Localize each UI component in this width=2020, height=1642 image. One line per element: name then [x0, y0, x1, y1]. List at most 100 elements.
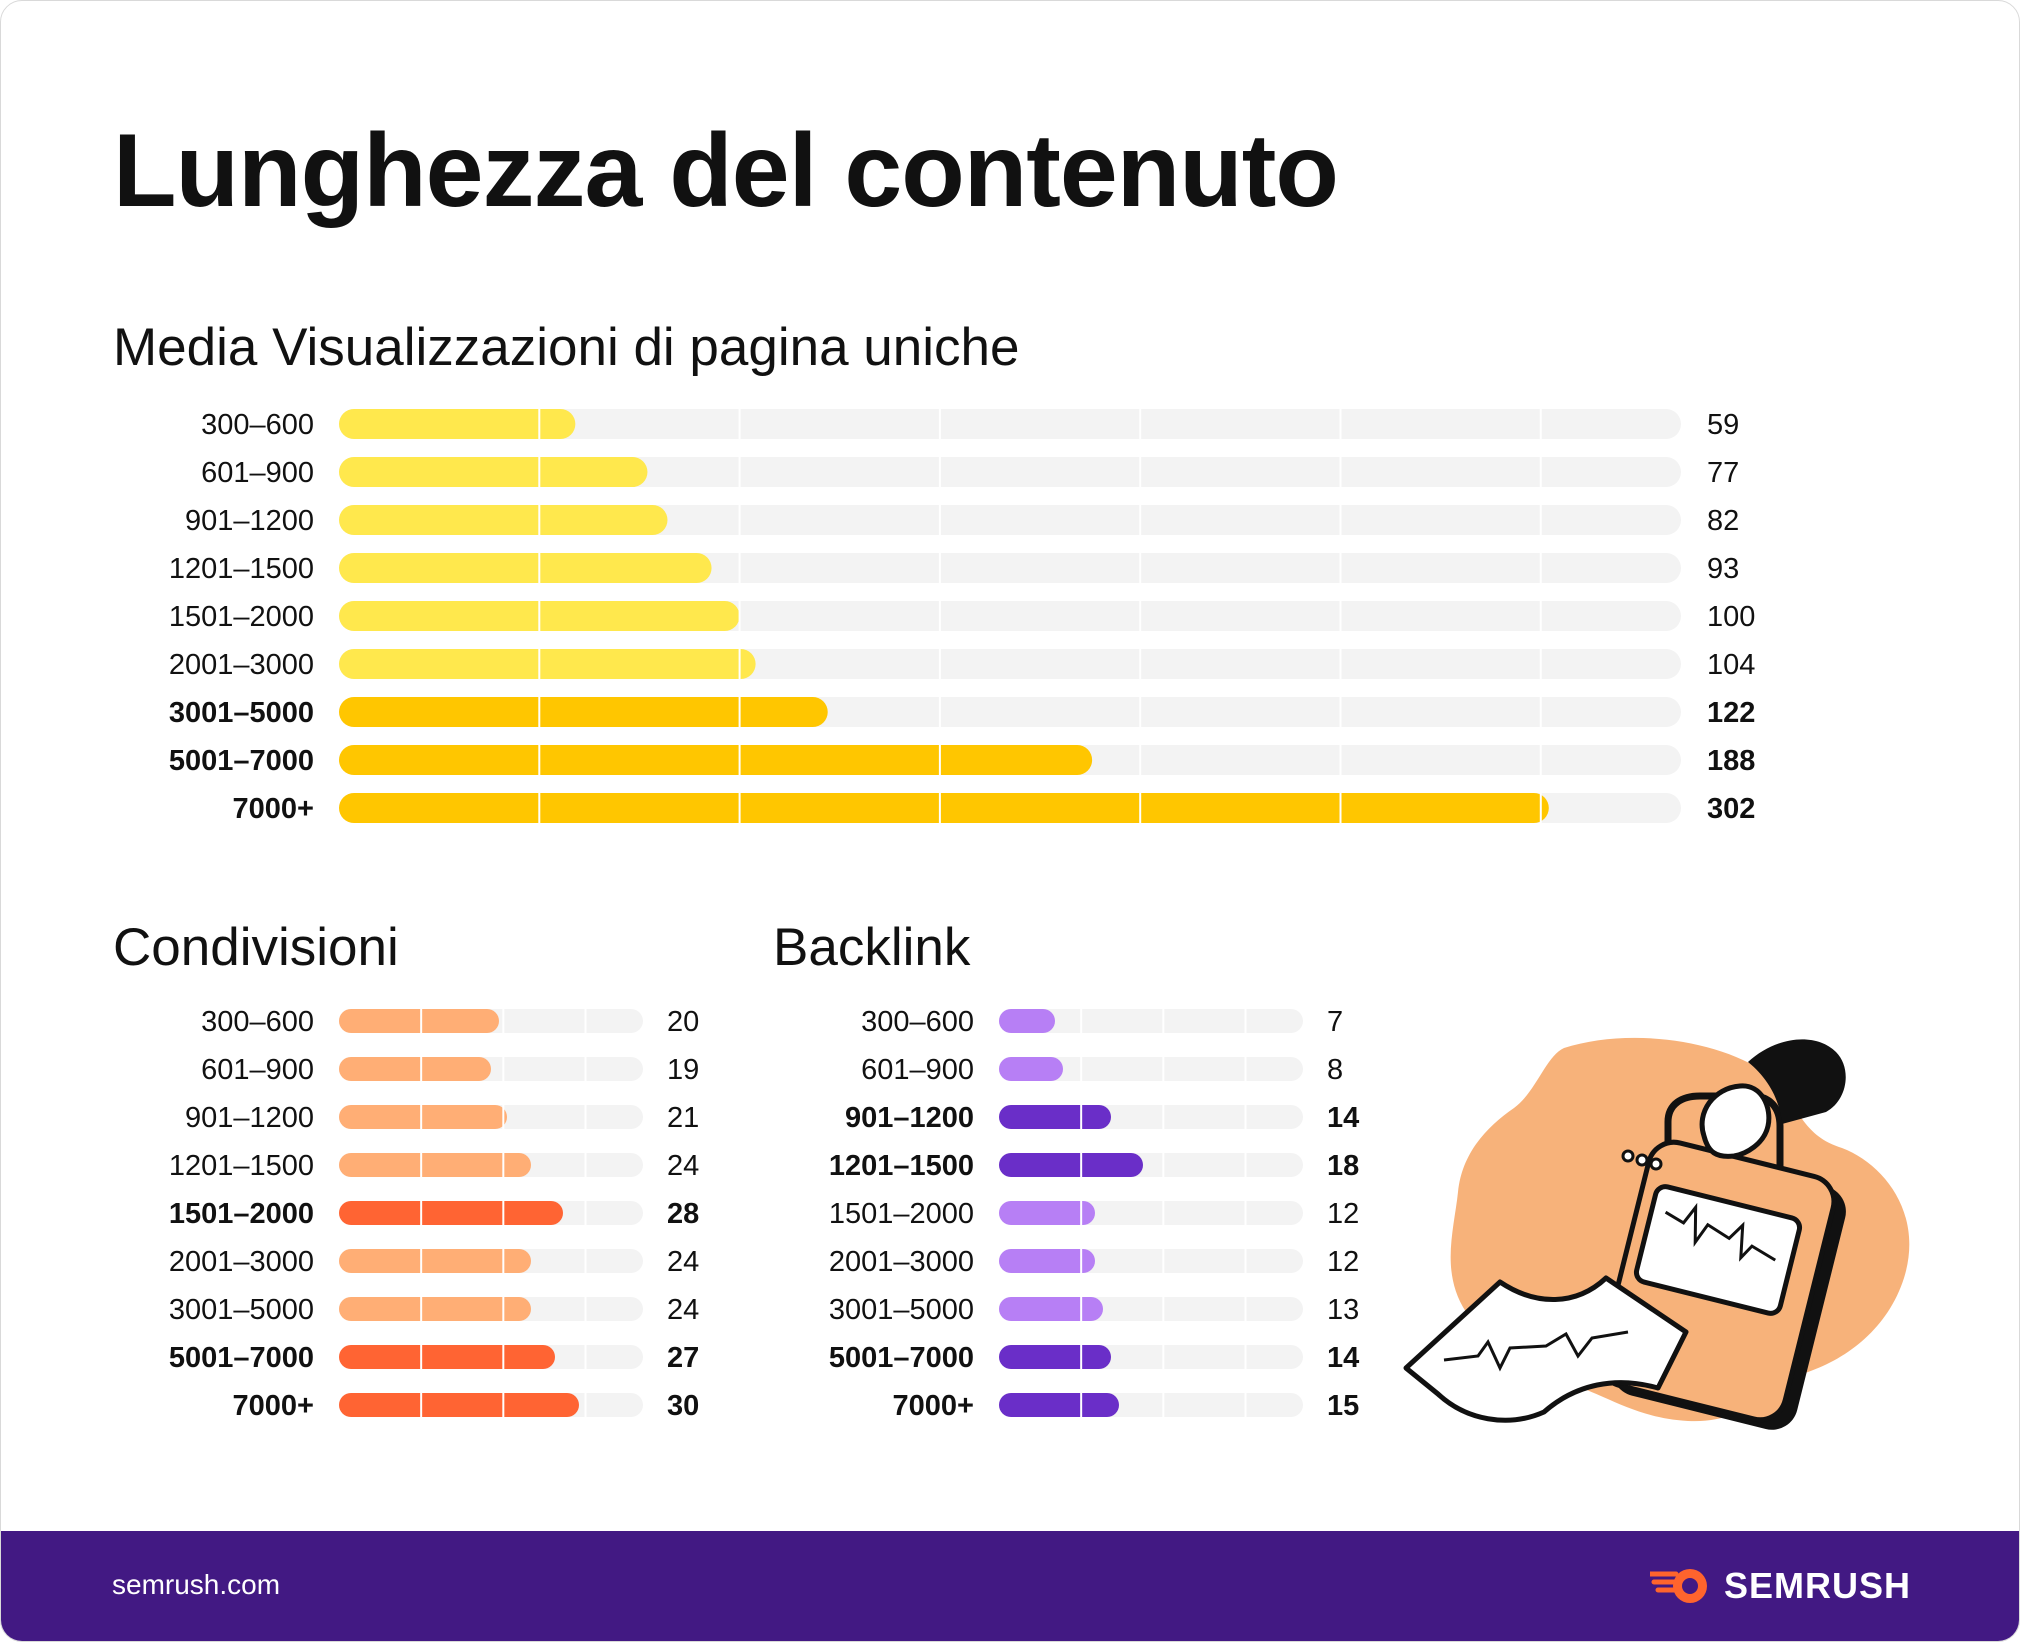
- views-bar: [339, 649, 756, 679]
- backlinks-value-label: 18: [1327, 1150, 1359, 1182]
- views-bar: [339, 409, 576, 439]
- backlinks-category-label: 3001–5000: [829, 1294, 974, 1326]
- backlinks-bar: [999, 1201, 1095, 1225]
- views-category-label: 7000+: [233, 793, 314, 825]
- backlinks-bars: 300–600 7 601–900 8 901–1200 14 1201–1500 18 150…: [829, 1006, 1359, 1422]
- views-category-label: 5001–7000: [169, 745, 314, 777]
- shares-category-label: 901–1200: [185, 1102, 314, 1134]
- views-value-label: 188: [1707, 745, 1755, 777]
- shares-category-label: 300–600: [201, 1006, 314, 1038]
- backlinks-bar: [999, 1249, 1095, 1273]
- views-value-label: 122: [1707, 697, 1755, 729]
- views-track: [339, 457, 1681, 487]
- views-track: [339, 409, 1681, 439]
- backlinks-value-label: 15: [1327, 1390, 1359, 1422]
- views-bar: [339, 697, 828, 727]
- views-category-label: 3001–5000: [169, 697, 314, 729]
- backlinks-category-label: 2001–3000: [829, 1246, 974, 1278]
- views-chart-title: Media Visualizzazioni di pagina uniche: [113, 318, 1020, 377]
- backlinks-category-label: 1201–1500: [829, 1150, 974, 1182]
- backlinks-bar: [999, 1345, 1111, 1369]
- views-value-label: 82: [1707, 505, 1739, 537]
- backlinks-category-label: 901–1200: [845, 1102, 974, 1134]
- views-category-label: 601–900: [201, 457, 314, 489]
- shares-bar: [339, 1009, 499, 1033]
- page-title: Lunghezza del contenuto: [113, 113, 1339, 229]
- views-bar: [339, 457, 648, 487]
- shares-bar: [339, 1201, 563, 1225]
- shares-value-label: 19: [667, 1054, 699, 1086]
- shares-value-label: 28: [667, 1198, 699, 1230]
- views-value-label: 59: [1707, 409, 1739, 441]
- backlinks-bar: [999, 1009, 1055, 1033]
- backlinks-track: [999, 1057, 1303, 1081]
- views-value-label: 302: [1707, 793, 1755, 825]
- backlinks-category-label: 1501–2000: [829, 1198, 974, 1230]
- shares-category-label: 2001–3000: [169, 1246, 314, 1278]
- shares-bar: [339, 1297, 531, 1321]
- shares-value-label: 24: [667, 1294, 699, 1326]
- shares-bars: 300–600 20 601–900 19 901–1200 21 1201–1500 24 1…: [169, 1006, 699, 1422]
- shares-bar: [339, 1345, 555, 1369]
- views-value-label: 100: [1707, 601, 1755, 633]
- views-bar: [339, 745, 1093, 775]
- shares-value-label: 20: [667, 1006, 699, 1038]
- footer-site-link[interactable]: semrush.com: [112, 1569, 281, 1600]
- backlinks-value-label: 12: [1327, 1246, 1359, 1278]
- views-category-label: 1201–1500: [169, 553, 314, 585]
- backlinks-bar: [999, 1393, 1119, 1417]
- shares-bar: [339, 1249, 531, 1273]
- footer-bar: semrush.com SEMRUSH: [1, 1531, 2019, 1641]
- backlinks-value-label: 8: [1327, 1054, 1343, 1086]
- views-bar: [339, 505, 668, 535]
- shares-category-label: 5001–7000: [169, 1342, 314, 1374]
- shares-bar: [339, 1153, 531, 1177]
- shares-category-label: 1501–2000: [169, 1198, 314, 1230]
- shares-category-label: 3001–5000: [169, 1294, 314, 1326]
- backlinks-category-label: 300–600: [861, 1006, 974, 1038]
- brand-logo: SEMRUSH: [1649, 1561, 1911, 1611]
- views-track: [339, 505, 1681, 535]
- shares-category-label: 601–900: [201, 1054, 314, 1086]
- shares-category-label: 1201–1500: [169, 1150, 314, 1182]
- views-value-label: 77: [1707, 457, 1739, 489]
- backlinks-bar: [999, 1297, 1103, 1321]
- backlinks-value-label: 7: [1327, 1006, 1343, 1038]
- shares-value-label: 21: [667, 1102, 699, 1134]
- heart-monitor-illustration: [1396, 1016, 1926, 1441]
- backlinks-category-label: 5001–7000: [829, 1342, 974, 1374]
- views-category-label: 300–600: [201, 409, 314, 441]
- views-bar: [339, 553, 712, 583]
- backlinks-value-label: 14: [1327, 1342, 1359, 1374]
- backlinks-track: [999, 1009, 1303, 1033]
- backlinks-bar: [999, 1057, 1063, 1081]
- shares-bar: [339, 1105, 507, 1129]
- views-value-label: 93: [1707, 553, 1739, 585]
- views-category-label: 1501–2000: [169, 601, 314, 633]
- shares-bar: [339, 1057, 491, 1081]
- semrush-logo-icon: [1649, 1569, 1707, 1603]
- views-bars: 300–600 59 601–900 77 901–1200 82 1201–1500 93 1…: [169, 409, 1755, 825]
- backlinks-chart-title: Backlink: [773, 918, 971, 977]
- backlinks-category-label: 601–900: [861, 1054, 974, 1086]
- shares-value-label: 27: [667, 1342, 699, 1374]
- backlinks-category-label: 7000+: [893, 1390, 974, 1422]
- views-value-label: 104: [1707, 649, 1755, 681]
- backlinks-bar: [999, 1153, 1143, 1177]
- backlinks-value-label: 14: [1327, 1102, 1359, 1134]
- views-category-label: 901–1200: [185, 505, 314, 537]
- views-category-label: 2001–3000: [169, 649, 314, 681]
- shares-value-label: 24: [667, 1246, 699, 1278]
- views-bar: [339, 793, 1549, 823]
- backlinks-bar: [999, 1105, 1111, 1129]
- shares-value-label: 30: [667, 1390, 699, 1422]
- shares-bar: [339, 1393, 579, 1417]
- shares-chart-title: Condivisioni: [113, 918, 399, 977]
- backlinks-value-label: 12: [1327, 1198, 1359, 1230]
- backlinks-value-label: 13: [1327, 1294, 1359, 1326]
- brand-name: SEMRUSH: [1723, 1565, 1911, 1606]
- shares-value-label: 24: [667, 1150, 699, 1182]
